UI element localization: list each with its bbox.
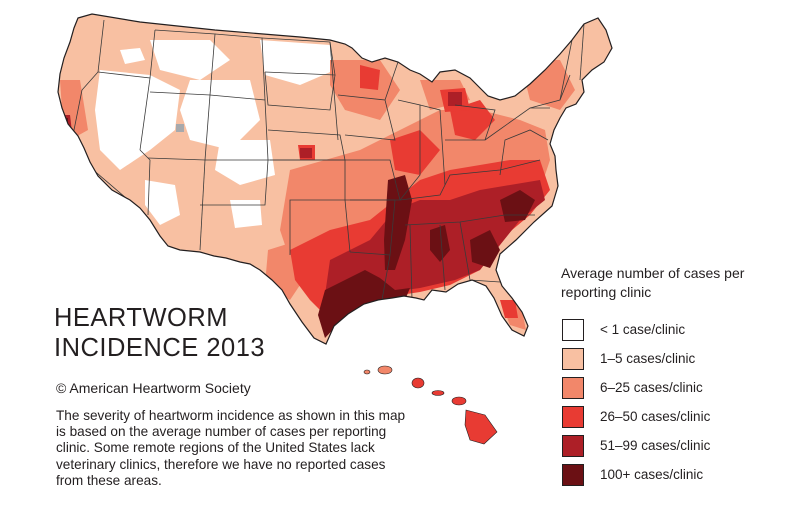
- low-incidence-areas: [95, 40, 335, 228]
- title-line-1: HEARTWORM: [54, 304, 229, 332]
- legend-item-26-50: 26–50 cases/clinic: [562, 406, 782, 430]
- legend-label: 6–25 cases/clinic: [600, 380, 703, 395]
- no-data-spot: [176, 124, 184, 132]
- legend-swatch: [562, 435, 584, 457]
- legend-label: 51–99 cases/clinic: [600, 438, 711, 453]
- legend-label: 100+ cases/clinic: [600, 467, 704, 482]
- state-borders: [69, 19, 585, 301]
- legend-title: Average number of cases per reporting cl…: [561, 265, 745, 300]
- legend-swatch: [562, 348, 584, 370]
- legend-item-51-99: 51–99 cases/clinic: [562, 435, 782, 459]
- legend-swatch: [562, 406, 584, 428]
- legend-item-lt1: < 1 case/clinic: [562, 319, 782, 343]
- copyright-notice: © American Heartworm Society: [56, 380, 251, 396]
- map-title: HEARTWORM INCIDENCE 2013: [54, 303, 265, 363]
- legend-item-100plus: 100+ cases/clinic: [562, 464, 782, 488]
- legend-label: 26–50 cases/clinic: [600, 409, 711, 424]
- title-line-2: INCIDENCE 2013: [54, 334, 266, 362]
- legend-swatch: [562, 377, 584, 399]
- legend-swatch: [562, 319, 584, 341]
- map-description: The severity of heartworm incidence as s…: [56, 408, 406, 488]
- legend-label: 1–5 cases/clinic: [600, 351, 696, 366]
- hawaii-islands: [363, 365, 498, 445]
- legend-swatch: [562, 464, 584, 486]
- legend-item-6-25: 6–25 cases/clinic: [562, 377, 782, 401]
- legend-label: < 1 case/clinic: [600, 322, 686, 337]
- legend-item-1-5: 1–5 cases/clinic: [562, 348, 782, 372]
